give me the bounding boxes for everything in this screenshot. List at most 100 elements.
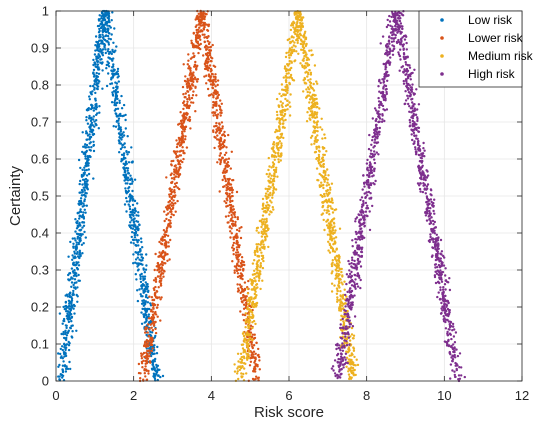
data-point	[241, 277, 244, 281]
data-point	[76, 220, 79, 223]
data-point	[247, 348, 250, 351]
data-point	[302, 16, 305, 19]
data-point	[275, 110, 279, 114]
data-point	[386, 50, 389, 54]
data-point	[302, 48, 305, 52]
data-point	[197, 47, 201, 50]
data-point	[254, 322, 257, 326]
data-point	[444, 267, 447, 270]
data-point	[317, 179, 320, 182]
data-point	[242, 293, 245, 297]
data-point	[178, 141, 181, 144]
data-point	[149, 336, 152, 339]
data-point	[331, 211, 335, 214]
data-point	[73, 237, 76, 240]
data-point	[267, 175, 270, 178]
data-point	[221, 127, 224, 130]
data-point	[184, 96, 187, 99]
data-point	[208, 64, 212, 67]
data-point	[61, 357, 64, 360]
data-point	[177, 173, 180, 176]
data-point	[373, 161, 377, 165]
data-point	[334, 343, 338, 347]
data-point	[160, 296, 163, 299]
data-point	[158, 271, 161, 274]
data-point	[135, 214, 138, 217]
data-point	[326, 178, 329, 181]
data-point	[141, 366, 144, 369]
data-point	[168, 187, 172, 190]
data-point	[304, 82, 308, 85]
data-point	[92, 58, 95, 62]
data-point	[134, 258, 138, 261]
data-point	[68, 304, 71, 308]
data-point	[335, 259, 338, 263]
data-point	[348, 343, 351, 346]
data-point	[219, 136, 222, 139]
data-point	[75, 241, 78, 244]
data-point	[83, 169, 87, 172]
series-low-risk	[57, 9, 165, 382]
data-point	[381, 90, 385, 94]
data-point	[325, 184, 328, 187]
data-point	[147, 334, 150, 338]
data-point	[226, 199, 229, 202]
data-point	[219, 111, 222, 114]
data-point	[254, 352, 257, 355]
data-point	[425, 185, 429, 188]
data-point	[168, 258, 171, 261]
data-point	[182, 112, 186, 115]
data-point	[343, 356, 346, 359]
data-point	[135, 244, 138, 247]
data-point	[219, 114, 222, 117]
data-point	[124, 187, 127, 190]
data-point	[88, 98, 92, 101]
data-point	[413, 107, 416, 110]
data-point	[169, 225, 172, 228]
data-point	[116, 90, 120, 94]
data-point	[296, 15, 299, 18]
data-point	[164, 206, 168, 209]
data-point	[70, 320, 73, 323]
data-point	[71, 277, 74, 280]
data-point	[73, 278, 77, 281]
data-point	[212, 129, 215, 132]
data-point	[251, 333, 254, 336]
data-point	[158, 280, 161, 283]
data-point	[313, 139, 316, 143]
data-point	[139, 237, 143, 240]
data-point	[288, 101, 291, 104]
data-point	[123, 146, 127, 149]
data-point	[258, 368, 261, 371]
data-point	[251, 302, 254, 306]
data-point	[206, 40, 209, 43]
data-point	[160, 255, 164, 259]
data-point	[249, 328, 252, 331]
data-point	[79, 232, 83, 236]
data-point	[78, 249, 82, 252]
data-point	[337, 273, 341, 276]
data-point	[66, 331, 70, 335]
data-point	[244, 362, 247, 365]
data-point	[67, 329, 71, 332]
data-point	[341, 331, 344, 335]
data-point	[297, 52, 300, 55]
data-point	[240, 226, 243, 229]
data-point	[240, 256, 244, 259]
data-point	[269, 199, 272, 202]
data-point	[378, 90, 381, 93]
data-point	[330, 290, 334, 293]
data-point	[304, 71, 307, 74]
data-point	[388, 52, 391, 56]
data-point	[150, 326, 153, 329]
data-point	[336, 298, 339, 301]
data-point	[206, 54, 209, 57]
data-point	[290, 51, 293, 54]
data-point	[236, 216, 239, 219]
data-point	[318, 172, 321, 176]
data-point	[94, 49, 97, 52]
data-point	[442, 305, 446, 308]
data-point	[284, 88, 288, 91]
data-point	[397, 53, 401, 56]
data-point	[335, 262, 339, 265]
